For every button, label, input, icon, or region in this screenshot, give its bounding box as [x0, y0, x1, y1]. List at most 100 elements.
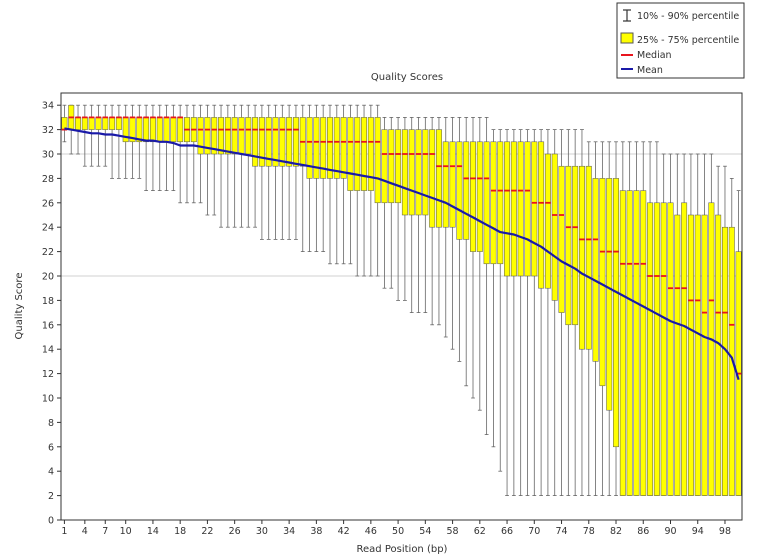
box-31 — [265, 117, 272, 167]
x-tick-label-54: 54 — [419, 526, 431, 537]
box-64 — [490, 141, 497, 265]
box-98 — [722, 226, 728, 496]
x-axis-ticks: 1 4 7 10 14 18 22 26 30 34 38 42 46 50 54 58 62 66 70 74 78 8… — [61, 520, 731, 537]
box-56 — [435, 129, 442, 228]
y-axis-label: Quality Score — [14, 273, 25, 340]
box-45 — [361, 117, 368, 191]
x-axis-label: Read Position (bp) — [357, 544, 448, 555]
box-61 — [470, 141, 476, 252]
box-69 — [524, 141, 531, 277]
x-tick-label-4: 4 — [82, 526, 88, 537]
box-79 — [592, 178, 599, 362]
box-21 — [197, 117, 204, 155]
box-82 — [613, 178, 619, 448]
legend-label-mean: Mean — [637, 65, 663, 76]
box-27 — [238, 117, 245, 155]
box-76 — [572, 165, 579, 326]
legend-box-icon — [620, 32, 634, 44]
x-tick-label-30: 30 — [256, 526, 268, 537]
box-83 — [619, 190, 626, 496]
x-tick-label-7: 7 — [102, 526, 108, 537]
legend-label-whisker: 10% - 90% percentile — [637, 11, 739, 22]
box-52 — [408, 129, 415, 216]
legend: 10% - 90% percentile 25% - 75% percentil… — [616, 2, 745, 79]
box-92 — [681, 202, 688, 496]
box-17 — [170, 117, 177, 143]
box-14 — [149, 117, 156, 143]
y-tick-label-2: 2 — [48, 491, 54, 502]
x-tick-label-66: 66 — [501, 526, 513, 537]
box-90 — [667, 202, 674, 496]
box-65 — [497, 141, 504, 265]
box-53 — [415, 129, 422, 216]
box-29 — [252, 117, 259, 167]
box-57 — [442, 141, 449, 228]
box-50 — [395, 129, 402, 204]
box-72 — [544, 153, 551, 289]
y-tick-label-24: 24 — [42, 223, 54, 234]
box-74 — [558, 165, 565, 313]
x-tick-label-82: 82 — [610, 526, 622, 537]
box-80 — [599, 178, 606, 387]
box-59 — [456, 141, 463, 240]
box-77 — [578, 165, 585, 350]
x-tick-label-14: 14 — [147, 526, 159, 537]
box-42 — [340, 117, 347, 179]
box-62 — [476, 141, 483, 252]
x-tick-label-46: 46 — [365, 526, 377, 537]
box-22 — [204, 117, 211, 155]
box-30 — [258, 117, 265, 167]
box-51 — [401, 129, 408, 216]
box-35 — [292, 117, 299, 167]
box-26 — [231, 117, 238, 155]
y-tick-label-8: 8 — [48, 418, 54, 429]
legend-label-median: Median — [637, 50, 672, 61]
box-49 — [388, 129, 395, 204]
x-tick-label-86: 86 — [637, 526, 649, 537]
box-97 — [715, 214, 722, 496]
box-39 — [320, 117, 327, 179]
box-48 — [381, 129, 388, 204]
box-66 — [504, 141, 511, 277]
x-tick-label-42: 42 — [338, 526, 350, 537]
box-71 — [538, 141, 545, 289]
box-43 — [347, 117, 354, 191]
x-tick-label-22: 22 — [201, 526, 213, 537]
box-28 — [245, 117, 252, 155]
box-25 — [224, 117, 231, 155]
box-44 — [354, 117, 361, 191]
box-58 — [449, 141, 456, 228]
box-46 — [367, 117, 374, 191]
box-37 — [306, 117, 313, 179]
y-tick-label-22: 22 — [42, 247, 54, 258]
box-95 — [701, 214, 708, 496]
y-tick-label-16: 16 — [42, 320, 54, 331]
boxes — [61, 104, 742, 496]
box-8 — [109, 117, 116, 130]
box-55 — [429, 129, 436, 228]
x-tick-label-50: 50 — [392, 526, 404, 537]
box-96 — [708, 202, 715, 496]
box-84 — [626, 190, 633, 496]
box-86 — [640, 190, 647, 496]
box-9 — [115, 117, 122, 130]
y-tick-label-20: 20 — [42, 272, 54, 283]
medians — [61, 116, 742, 375]
box-33 — [279, 117, 286, 167]
y-tick-label-26: 26 — [42, 198, 54, 209]
box-75 — [565, 165, 572, 326]
x-tick-label-10: 10 — [120, 526, 132, 537]
legend-label-box: 25% - 75% percentile — [637, 35, 739, 46]
box-18 — [177, 117, 184, 143]
box-87 — [647, 202, 654, 496]
x-tick-label-58: 58 — [447, 526, 459, 537]
box-13 — [143, 117, 150, 143]
box-67 — [510, 141, 517, 277]
mean-line — [64, 127, 740, 381]
x-tick-label-18: 18 — [174, 526, 186, 537]
x-tick-label-90: 90 — [664, 526, 676, 537]
box-16 — [163, 117, 170, 143]
y-tick-label-14: 14 — [42, 345, 54, 356]
